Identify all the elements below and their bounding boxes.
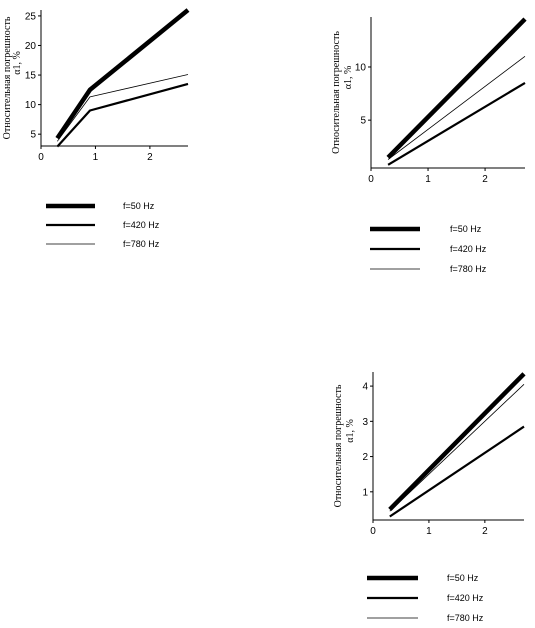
y-axis-label: Относительная погрешность [333, 384, 344, 507]
legend-label: f=420 Hz [450, 244, 487, 254]
chart-2: 5 10 0 1 2 Относительная погрешность α1, % f=50… [331, 17, 527, 274]
y-tick-label: 5 [30, 130, 36, 141]
x-tick-label: 2 [147, 152, 153, 163]
y-axis-label-symbol: α1, % [12, 51, 23, 75]
chart-3: 1 2 3 4 0 1 2 Относительная погрешность α1, % f=5… [333, 372, 526, 623]
y-tick-label: 10 [25, 100, 37, 111]
series-line-f-420-hz [56, 82, 189, 148]
x-tick-label: 2 [482, 174, 488, 185]
y-axis-label: Относительная погрешность [2, 16, 13, 139]
x-tick-label: 2 [482, 526, 488, 537]
y-tick-label: 10 [355, 62, 367, 73]
y-tick-label: 5 [360, 116, 366, 127]
legend: f=50 Hz f=420 Hz f=780 Hz [46, 201, 160, 249]
legend-label: f=420 Hz [123, 220, 160, 230]
legend-label: f=780 Hz [450, 264, 487, 274]
legend: f=50 Hz f=420 Hz f=780 Hz [367, 573, 484, 623]
x-tick-label: 0 [38, 152, 44, 163]
y-tick-label: 1 [362, 487, 368, 498]
y-tick-label: 3 [362, 417, 368, 428]
series-line-f-50-hz [55, 8, 190, 140]
legend-label: f=780 Hz [447, 613, 484, 623]
legend-label: f=50 Hz [450, 224, 482, 234]
series-line-f-780-hz [56, 74, 189, 142]
x-tick-label: 1 [425, 174, 431, 185]
legend-label: f=50 Hz [123, 201, 155, 211]
y-tick-label: 15 [25, 71, 37, 82]
x-tick-label: 0 [370, 526, 376, 537]
y-tick-label: 2 [362, 452, 368, 463]
y-axis-label-symbol: α1, % [343, 66, 354, 90]
y-axis-label-symbol: α1, % [345, 419, 356, 443]
y-tick-label: 25 [25, 11, 37, 22]
y-axis-label: Относительная погрешность [331, 31, 342, 154]
series-line-f-50-hz [388, 372, 526, 511]
y-tick-label: 4 [362, 382, 368, 393]
x-tick-label: 1 [426, 526, 432, 537]
legend: f=50 Hz f=420 Hz f=780 Hz [370, 224, 487, 274]
series-line-f-50-hz [386, 17, 527, 159]
series-line-f-420-hz [389, 425, 525, 518]
series-line-f-420-hz [387, 81, 526, 166]
chart-1: 5 10 15 20 25 0 1 2 Относительная погрешность α1,… [2, 8, 190, 249]
y-tick-label: 20 [25, 41, 37, 52]
x-tick-label: 1 [93, 152, 99, 163]
series-line-f-780-hz [387, 55, 526, 160]
series-line-f-780-hz [389, 384, 525, 512]
legend-label: f=780 Hz [123, 239, 160, 249]
legend-label: f=420 Hz [447, 593, 484, 603]
x-tick-label: 0 [368, 174, 374, 185]
legend-label: f=50 Hz [447, 573, 479, 583]
